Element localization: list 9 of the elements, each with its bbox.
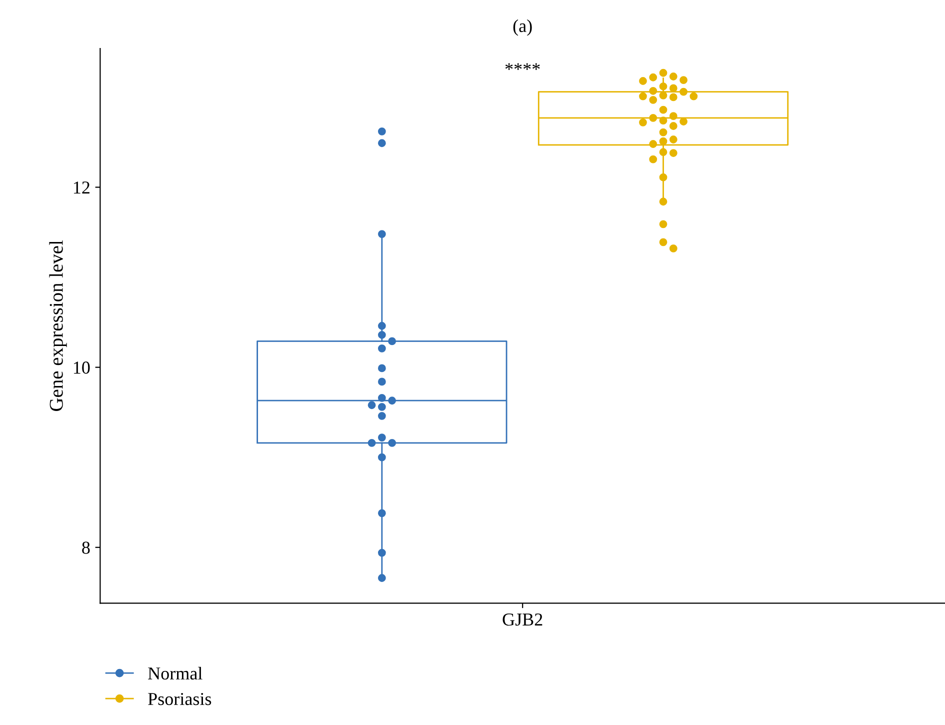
y-tick-label: 8 — [82, 542, 90, 554]
chart-title: (a) — [513, 19, 532, 36]
y-tick-label: 12 — [74, 182, 90, 194]
annotation: **** — [505, 63, 540, 70]
y-axis-title: Gene expression level — [49, 240, 67, 411]
x-tick-label: GJB2 — [502, 613, 542, 626]
legend-label: Psoriasis — [148, 692, 212, 706]
legend-label: Normal — [148, 666, 202, 680]
y-tick-label: 10 — [74, 362, 90, 374]
